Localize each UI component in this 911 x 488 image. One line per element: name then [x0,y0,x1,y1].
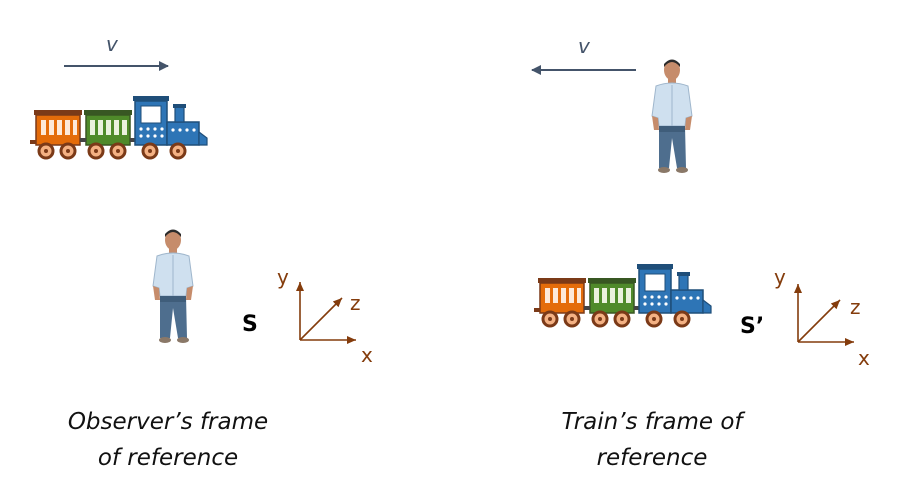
right-z-label: z [850,295,861,319]
left-caption-line1: Observer’s frame [67,409,269,435]
left-x-label: x [361,343,373,367]
right-caption-line2: reference [596,445,708,471]
left-frame-caption: Observer’s frame of reference [48,404,288,476]
right-y-label: y [774,265,786,289]
right-velocity-label: v [578,34,590,58]
left-velocity-label: v [106,32,118,56]
left-z-axis [299,297,343,341]
right-z-axis [797,299,841,343]
left-velocity-arrow [64,61,169,71]
left-observer-person [152,229,194,344]
left-train [30,96,209,160]
right-velocity-arrow [531,65,636,75]
right-caption-line1: Train’s frame of [561,409,743,435]
right-moving-person [651,59,693,174]
right-axes: y z x [774,265,870,370]
left-y-label: y [277,265,289,289]
left-frame-symbol: S [242,312,258,337]
left-axes: y z x [277,265,373,367]
right-train [534,264,713,328]
right-x-label: x [858,346,870,370]
left-z-label: z [350,291,361,315]
left-caption-line2: of reference [97,445,239,471]
right-frame-caption: Train’s frame of reference [532,404,772,476]
right-frame-symbol: S’ [740,314,765,339]
